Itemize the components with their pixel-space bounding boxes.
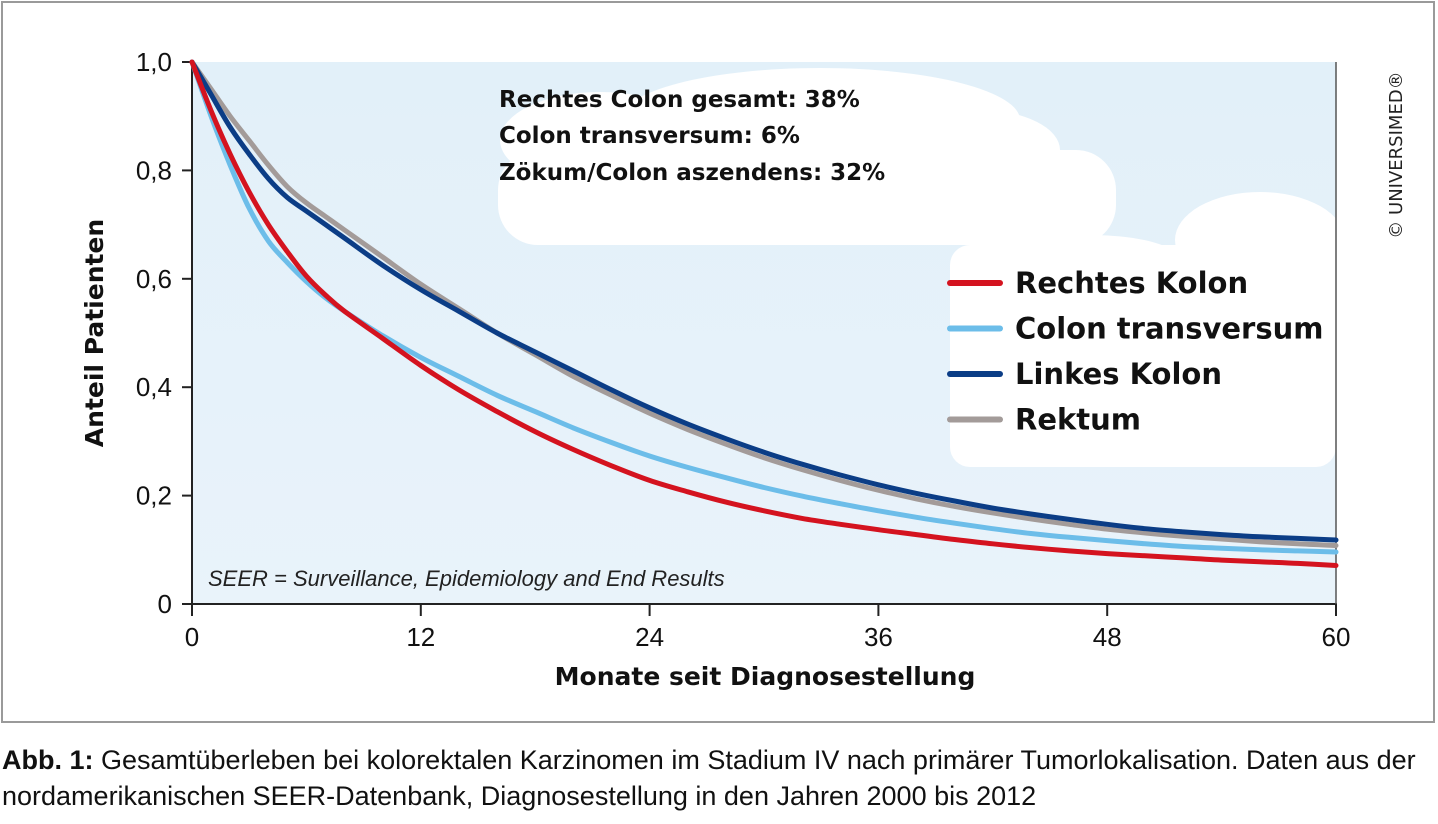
y-tick-label: 0,2 [136, 481, 172, 511]
x-tick-label: 12 [406, 622, 435, 652]
series-line-linkes-kolon [189, 59, 1339, 543]
annotation-block: Rechtes Colon gesamt: 38% Colon transver… [499, 87, 885, 186]
survival-chart: 0 0,2 0,4 0,6 0,8 1,0 0 12 24 36 48 60 Anteil Pati… [80, 47, 1407, 691]
y-tick-label: 0 [158, 589, 172, 619]
legend: Rechtes Kolon Colon transversum Linkes Kol… [947, 266, 1323, 437]
series-lines [189, 59, 1339, 568]
cloud-decoration [498, 68, 1345, 467]
figure-caption: Abb. 1: Gesamtüberleben bei kolorektalen… [2, 742, 1436, 814]
footnote: SEER = Surveillance, Epidemiology and En… [208, 566, 725, 591]
y-tick-label: 0,6 [136, 264, 172, 294]
y-tick-label: 0,8 [136, 155, 172, 185]
caption-text: Gesamtüberleben bei kolorektalen Karzino… [2, 745, 1416, 811]
y-axis-label: Anteil Patienten [80, 219, 109, 447]
copyright-mark: © UNIVERSIMED® [1386, 71, 1407, 238]
x-tick-label: 24 [635, 622, 664, 652]
x-tick-label: 60 [1322, 622, 1351, 652]
annotation-zoekum: Zökum/Colon aszendens: 32% [499, 160, 885, 186]
annotation-rechtes-colon: Rechtes Colon gesamt: 38% [499, 87, 860, 113]
series-line-rektum [189, 59, 1339, 548]
caption-label: Abb. 1: [2, 745, 94, 775]
x-tick-label: 48 [1093, 622, 1122, 652]
legend-label-linkes-kolon: Linkes Kolon [1015, 357, 1222, 391]
series-line-rechtes-kolon [189, 59, 1339, 568]
series-line-colon-transversum [189, 59, 1339, 555]
legend-label-colon-transversum: Colon transversum [1015, 312, 1323, 346]
x-tick-label: 36 [864, 622, 893, 652]
annotation-colon-transversum: Colon transversum: 6% [499, 123, 800, 149]
y-ticks: 0 0,2 0,4 0,6 0,8 1,0 [136, 47, 192, 619]
x-tick-label: 0 [185, 622, 199, 652]
axes [191, 62, 1337, 605]
y-tick-label: 0,4 [136, 372, 172, 402]
legend-label-rechtes-kolon: Rechtes Kolon [1015, 266, 1248, 300]
y-tick-label: 1,0 [136, 47, 172, 77]
x-ticks: 0 12 24 36 48 60 [185, 604, 1351, 652]
legend-label-rektum: Rektum [1015, 403, 1141, 437]
x-axis-label: Monate seit Diagnosestellung [555, 662, 976, 691]
